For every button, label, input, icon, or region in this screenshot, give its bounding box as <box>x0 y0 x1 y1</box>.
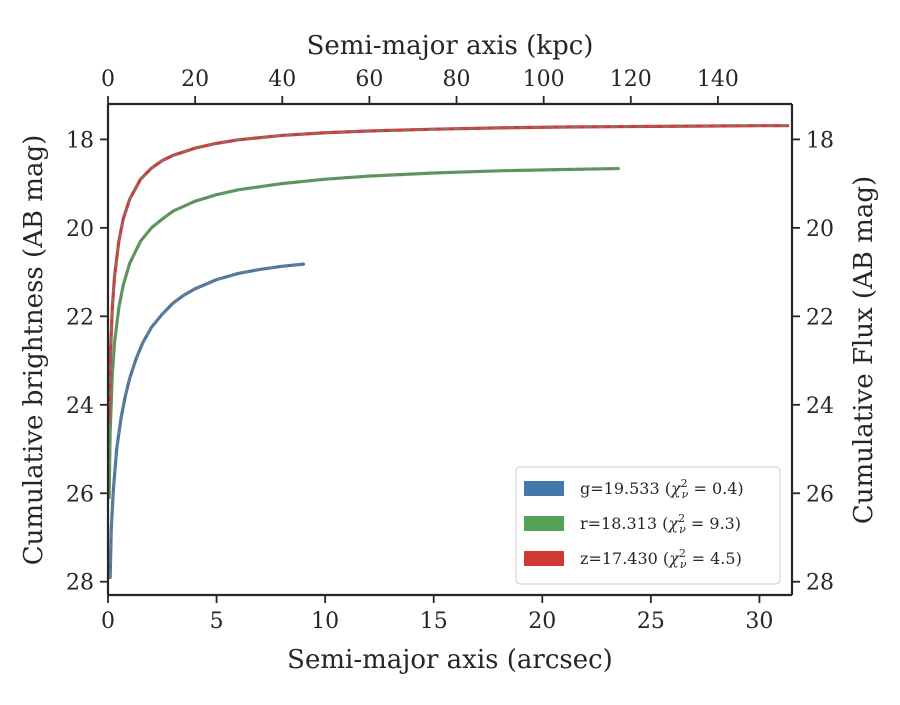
axes-layer <box>106 102 794 597</box>
x-axis-top-title: Semi-major axis (kpc) <box>307 31 594 61</box>
legend-frame <box>515 466 781 585</box>
y-tick-label: 24 <box>66 394 94 419</box>
legend-label-2: z=17.430 (χ2 ν = 4.5) <box>580 547 742 571</box>
y-right-tick-label: 26 <box>806 482 834 507</box>
legend-swatch-1 <box>524 516 564 531</box>
y-axis-right-title: Cumulative Flux (AB mag) <box>849 176 879 524</box>
x-top-tick-label: 20 <box>181 67 209 92</box>
x-tick-label: 30 <box>745 609 773 634</box>
y-tick-label: 20 <box>66 217 94 242</box>
x-top-tick-label: 40 <box>268 67 296 92</box>
series-layer <box>107 124 790 579</box>
x-top-tick-label: 80 <box>443 67 471 92</box>
x-tick-label: 0 <box>101 609 115 634</box>
legend-swatch-0 <box>524 481 564 496</box>
y-tick-label: 22 <box>66 305 94 330</box>
legend-label-1: r=18.313 (χ2 ν = 9.3) <box>580 512 741 536</box>
legend: g=19.533 (χ2 ν = 0.4) r=18.313 (χ2 ν = 9.3)… <box>515 466 781 585</box>
series-line-1 <box>107 166 620 500</box>
x-axis-title: Semi-major axis (arcsec) <box>287 645 613 675</box>
x-top-tick-label: 100 <box>523 67 565 92</box>
x-tick-label: 10 <box>311 609 339 634</box>
y-axis-title: Cumulative brightness (AB mag) <box>19 135 49 566</box>
y-tick-label: 18 <box>66 128 94 153</box>
x-tick-label: 5 <box>210 609 224 634</box>
fit-line-1 <box>108 167 619 498</box>
ticks-layer: 0 5 10 15 20 25 30 0 20 40 60 80 100 120 140 18 18 20 20 22… <box>66 67 834 634</box>
x-top-tick-label: 0 <box>101 67 115 92</box>
x-tick-label: 25 <box>637 609 665 634</box>
y-right-tick-label: 28 <box>806 571 834 596</box>
y-tick-label: 28 <box>66 571 94 596</box>
y-right-tick-label: 24 <box>806 394 834 419</box>
series-line-0 <box>108 262 306 579</box>
x-top-tick-label: 140 <box>697 67 739 92</box>
y-tick-label: 26 <box>66 482 94 507</box>
x-tick-label: 15 <box>420 609 448 634</box>
fit-line-0 <box>109 263 304 578</box>
x-top-tick-label: 120 <box>610 67 652 92</box>
legend-label-0: g=19.533 (χ2 ν = 0.4) <box>580 477 744 501</box>
legend-swatch-2 <box>524 551 564 566</box>
x-top-tick-label: 60 <box>355 67 383 92</box>
y-right-tick-label: 20 <box>806 217 834 242</box>
y-right-tick-label: 22 <box>806 305 834 330</box>
fit-line-2 <box>108 124 788 423</box>
series-line-2 <box>107 124 790 425</box>
y-right-tick-label: 18 <box>806 128 834 153</box>
x-tick-label: 20 <box>528 609 556 634</box>
